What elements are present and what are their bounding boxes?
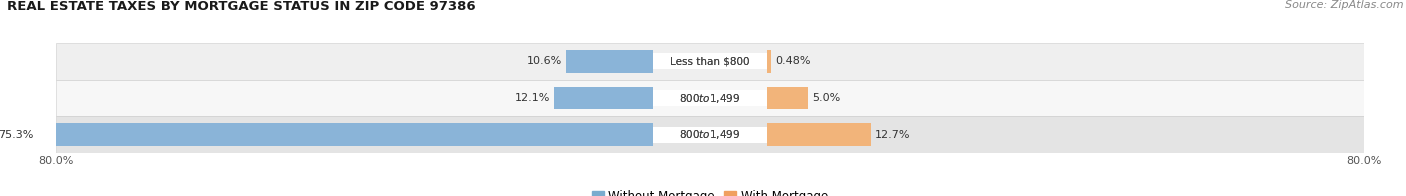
Text: 5.0%: 5.0% bbox=[813, 93, 841, 103]
Text: REAL ESTATE TAXES BY MORTGAGE STATUS IN ZIP CODE 97386: REAL ESTATE TAXES BY MORTGAGE STATUS IN … bbox=[7, 0, 475, 13]
Bar bbox=[554, 87, 652, 109]
Bar bbox=[652, 54, 768, 69]
Bar bbox=[56, 43, 1364, 80]
Bar bbox=[652, 127, 768, 142]
Text: 12.1%: 12.1% bbox=[515, 93, 550, 103]
Text: 0.48%: 0.48% bbox=[775, 56, 811, 66]
Text: $800 to $1,499: $800 to $1,499 bbox=[679, 128, 741, 141]
Bar bbox=[768, 50, 770, 73]
Bar bbox=[768, 87, 808, 109]
Text: 10.6%: 10.6% bbox=[527, 56, 562, 66]
Text: 75.3%: 75.3% bbox=[0, 130, 34, 140]
Bar bbox=[768, 123, 872, 146]
Text: Less than $800: Less than $800 bbox=[671, 56, 749, 66]
Text: Less than $800: Less than $800 bbox=[671, 56, 749, 66]
Text: $800 to $1,499: $800 to $1,499 bbox=[679, 128, 741, 141]
Bar bbox=[567, 50, 652, 73]
Text: Source: ZipAtlas.com: Source: ZipAtlas.com bbox=[1285, 0, 1403, 10]
Bar bbox=[38, 123, 652, 146]
Bar bbox=[56, 80, 1364, 116]
Text: $800 to $1,499: $800 to $1,499 bbox=[679, 92, 741, 104]
Legend: Without Mortgage, With Mortgage: Without Mortgage, With Mortgage bbox=[588, 185, 832, 196]
Text: 12.7%: 12.7% bbox=[875, 130, 911, 140]
Bar bbox=[56, 116, 1364, 153]
Text: $800 to $1,499: $800 to $1,499 bbox=[679, 92, 741, 104]
Bar bbox=[652, 90, 768, 106]
